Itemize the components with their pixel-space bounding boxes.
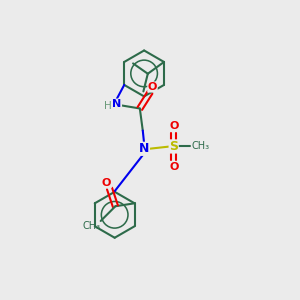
Text: CH₃: CH₃ [83,221,101,231]
Text: N: N [139,142,149,155]
Text: N: N [112,99,122,109]
Text: O: O [169,162,178,172]
Text: CH₃: CH₃ [191,142,209,152]
Text: O: O [148,82,157,92]
Text: O: O [102,178,111,188]
Text: O: O [169,121,178,131]
Text: H: H [103,100,111,110]
Text: S: S [169,140,178,153]
